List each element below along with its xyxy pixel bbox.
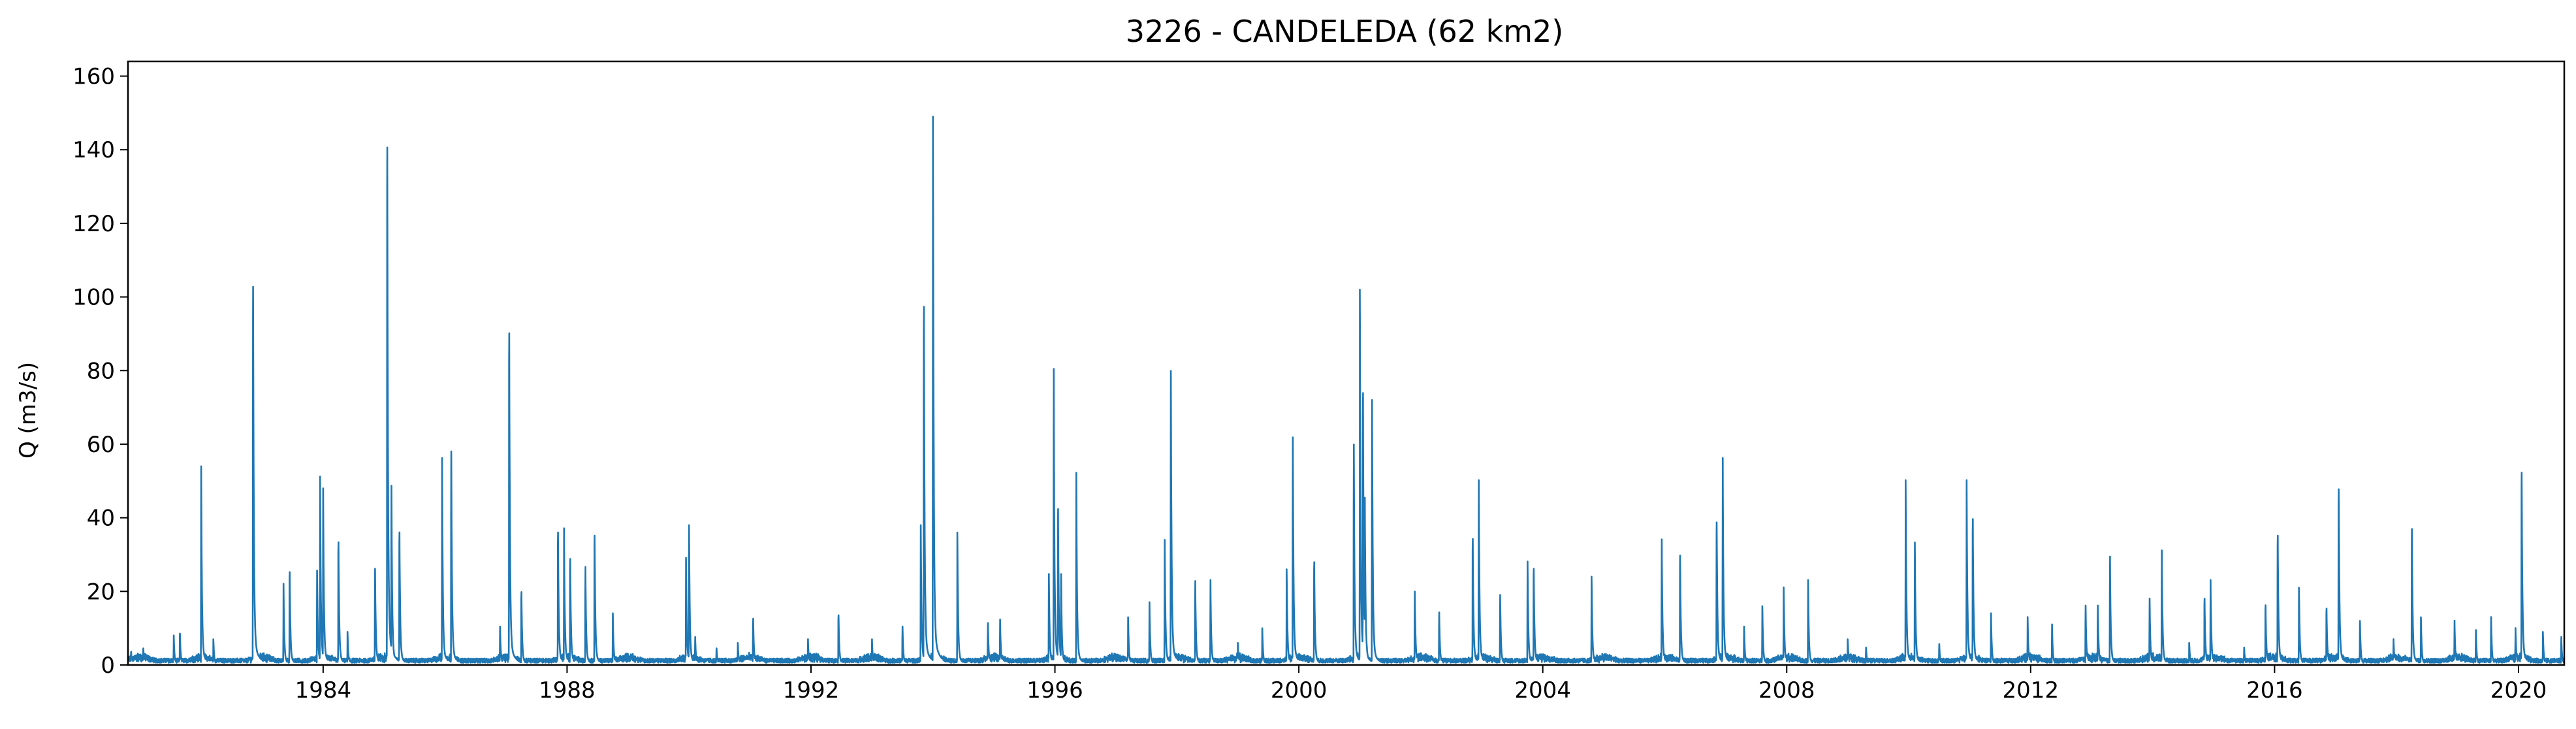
x-tick-label-2004: 2004 [1514,677,1571,704]
x-tick-label-2016: 2016 [2246,677,2303,704]
y-axis-label: Q (m3/s) [15,362,41,459]
x-tick-label-2000: 2000 [1271,677,1328,704]
x-axis-ticks: 1984 1988 1992 1996 2000 2004 2008 2012 2016 2020 [295,665,2547,704]
y-tick-label-100: 100 [72,285,115,311]
x-tick-label-1992: 1992 [783,677,840,704]
y-tick-label-20: 20 [87,579,115,605]
y-tick-label-40: 40 [87,506,115,532]
y-axis-ticks: 0 20 40 60 80 100 120 140 160 [72,64,128,679]
y-tick-label-0: 0 [101,653,115,679]
x-tick-label-1984: 1984 [295,677,352,704]
x-tick-label-2020: 2020 [2490,677,2547,704]
x-tick-label-1988: 1988 [539,677,596,704]
plot-frame [127,60,2566,666]
x-tick-label-2012: 2012 [2003,677,2059,704]
y-tick-label-160: 160 [72,64,115,90]
y-tick-label-80: 80 [87,358,115,384]
series-discharge-line [127,116,2566,664]
x-tick-label-2008: 2008 [1758,677,1815,704]
y-tick-label-140: 140 [72,137,115,163]
y-tick-label-120: 120 [72,211,115,237]
x-tick-label-1996: 1996 [1026,677,1083,704]
chart-title: 3226 - CANDELEDA (62 km2) [1126,14,1564,49]
y-tick-label-60: 60 [87,432,115,458]
